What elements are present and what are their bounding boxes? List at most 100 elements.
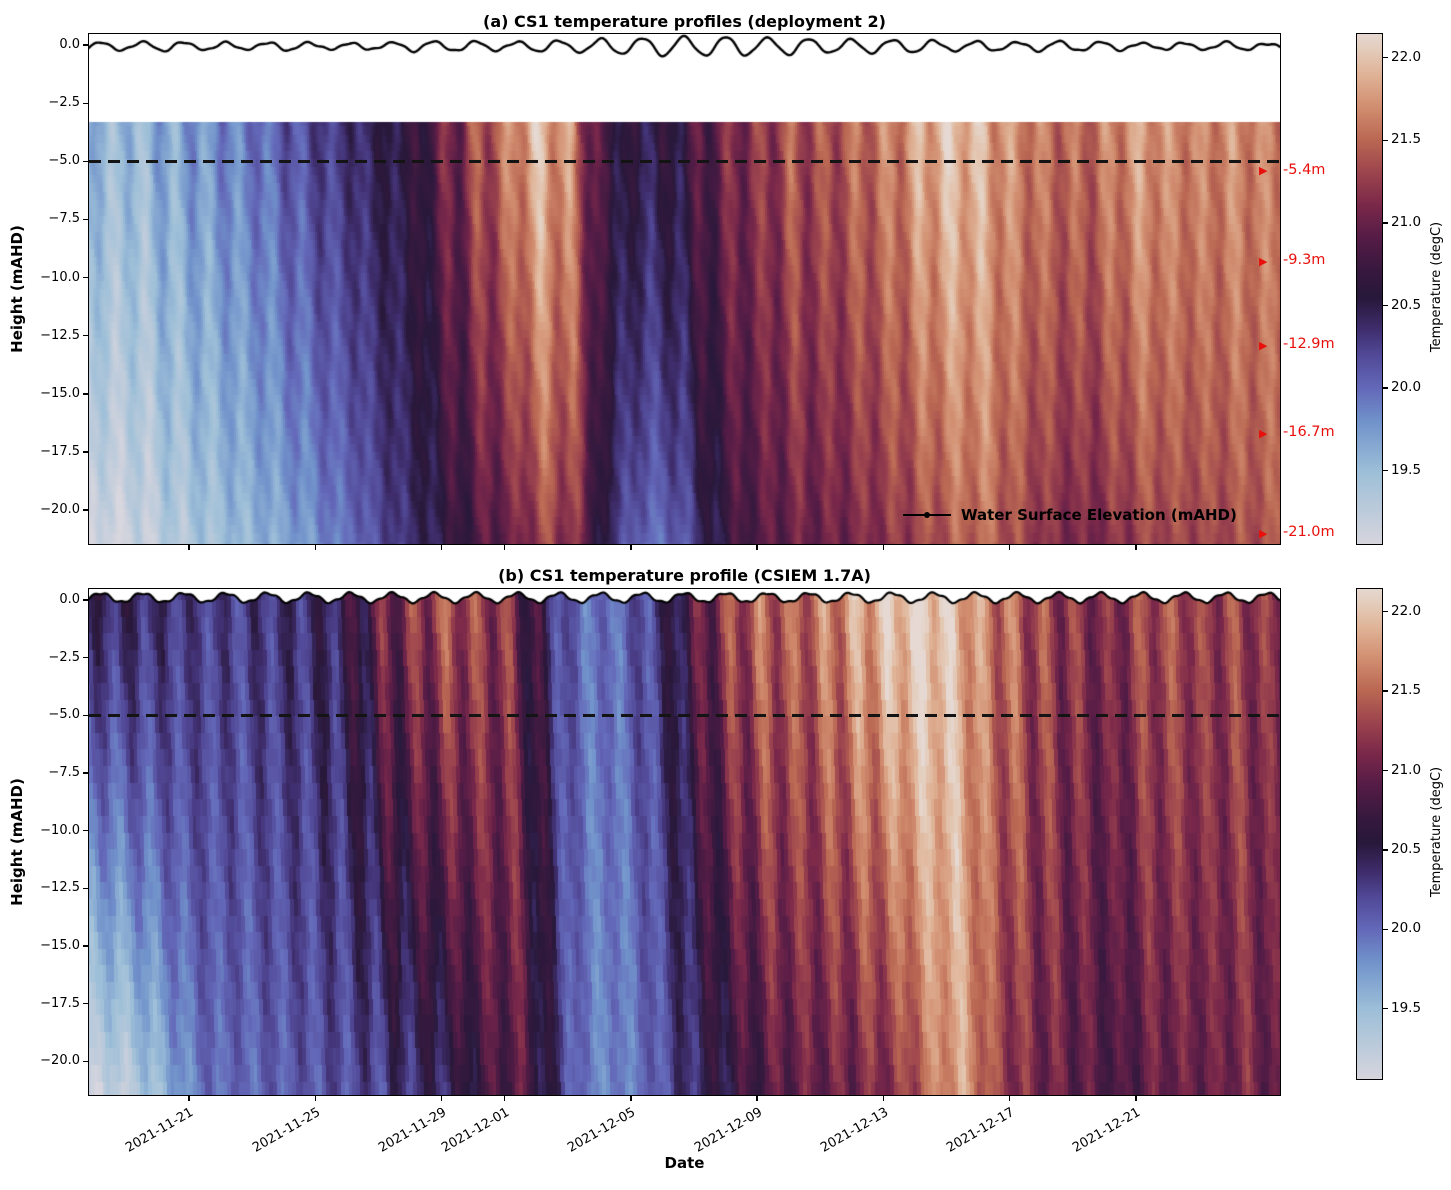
panel-b-xtick [1008, 1096, 1011, 1101]
panel-b-ytick-label: 0.0 [59, 591, 80, 607]
panel-b-ytick-label: −5.0 [48, 707, 80, 723]
panel-a-xtick [630, 545, 632, 550]
panel-a-ytick-label: −10.0 [40, 269, 80, 285]
panel-a-ytick [83, 509, 88, 511]
panel-b-ytick [83, 772, 88, 774]
panel-a-ytick-label: −2.5 [48, 95, 80, 111]
panel-b-ytick-label: −2.5 [48, 649, 80, 665]
colorbar-a-tick [1383, 139, 1388, 142]
panel-b-xtick [756, 1096, 758, 1101]
depth-marker-label: -16.7m [1283, 424, 1335, 441]
panel-b-ytick-label: −20.0 [40, 1053, 80, 1069]
panel-a-ytick-label: −12.5 [40, 327, 80, 343]
depth-marker-label: -12.9m [1283, 336, 1335, 353]
panel-a-ytick-label: −7.5 [48, 211, 80, 227]
x-tick-label: 2021-11-21 [123, 1105, 197, 1156]
panel-b-title: (b) CS1 temperature profile (CSIEM 1.7A) [498, 566, 871, 585]
panel-a-ytick [83, 218, 88, 221]
colorbar-b-label: Temperature (degC) [1429, 766, 1444, 898]
colorbar-b-tick-label: 21.5 [1391, 682, 1422, 699]
panel-b-ytick [83, 887, 88, 890]
panel-b-xtick [314, 1096, 316, 1101]
panel-a-xtick [1008, 545, 1011, 550]
depth-marker-label: -21.0m [1283, 524, 1335, 541]
panel-b-ytick [83, 714, 88, 717]
colorbar-b-tick [1383, 769, 1388, 772]
depth-marker-arrow-icon: ▶ [1259, 338, 1268, 352]
x-tick-label: 2021-11-29 [376, 1105, 449, 1156]
panel-a-legend: Water Surface Elevation (mAHD) [903, 506, 1237, 524]
panel-b-xtick [1135, 1096, 1137, 1101]
panel-b-ytick [83, 656, 88, 659]
depth-marker-label: -5.4m [1283, 161, 1326, 178]
panel-b-xtick [882, 1096, 885, 1101]
panel-a-ytick [83, 276, 88, 279]
panel-b-ytick-label: −15.0 [40, 938, 80, 954]
panel-b-xtick [440, 1096, 443, 1101]
panel-a-xtick [188, 545, 190, 550]
depth-marker-arrow-icon: ▶ [1259, 526, 1268, 540]
panel-a-xtick [1135, 545, 1137, 550]
colorbar-a-tick-label: 20.0 [1391, 379, 1422, 396]
colorbar-a-tick [1383, 222, 1388, 224]
x-tick-label: 2021-12-17 [944, 1105, 1018, 1156]
panel-b-xtick [188, 1096, 190, 1101]
panel-b-ytick [83, 1060, 88, 1063]
colorbar-a [1356, 33, 1383, 545]
panel-b-ytick [83, 599, 88, 601]
panel-b-ytick-label: −17.5 [40, 995, 80, 1011]
panel-a-ytick [83, 102, 88, 104]
panel-a-xtick [882, 545, 885, 550]
panel-a-ytick-label: −20.0 [40, 502, 80, 518]
panel-a-ytick [83, 393, 88, 395]
colorbar-b-tick [1383, 690, 1388, 692]
colorbar-b-tick-label: 20.5 [1391, 840, 1422, 857]
panel-b-ytick-label: −10.0 [40, 822, 80, 838]
panel-a-ytick-label: −5.0 [48, 153, 80, 169]
x-tick-label: 2021-12-21 [1070, 1105, 1144, 1156]
x-tick-label: 2021-12-05 [565, 1105, 639, 1156]
panel-a-xtick [314, 545, 316, 550]
panel-a-ytick [83, 335, 88, 337]
panel-a-xtick [440, 545, 443, 550]
panel-a-title: (a) CS1 temperature profiles (deployment… [483, 12, 886, 31]
colorbar-a-tick [1383, 57, 1388, 59]
colorbar-a-tick-label: 22.0 [1391, 48, 1422, 65]
colorbar-a-tick-label: 19.5 [1391, 461, 1422, 478]
panel-a-ytick-label: 0.0 [59, 37, 80, 53]
colorbar-b-tick [1383, 611, 1388, 613]
x-tick-label: 2021-11-25 [249, 1105, 323, 1156]
colorbar-a-tick-label: 20.5 [1391, 296, 1422, 313]
colorbar-a-tick-label: 21.5 [1391, 131, 1422, 148]
colorbar-a-tick [1383, 387, 1388, 389]
panel-b-xtick [630, 1096, 632, 1101]
panel-b-ytick [83, 829, 88, 832]
panel-b-heatmap [88, 588, 1281, 1096]
x-tick-label: 2021-12-13 [817, 1105, 891, 1156]
panel-a-xtick [503, 545, 506, 550]
depth-marker-arrow-icon: ▶ [1259, 254, 1268, 268]
panel-a-ytick [83, 44, 88, 46]
legend-line-marker [903, 511, 951, 518]
colorbar-b-tick [1383, 928, 1388, 930]
colorbar-a-tick [1383, 304, 1388, 307]
x-tick-label: 2021-12-01 [439, 1105, 513, 1156]
colorbar-a-label: Temperature (degC) [1429, 221, 1444, 353]
colorbar-b-tick [1383, 1007, 1388, 1010]
legend-label: Water Surface Elevation (mAHD) [961, 506, 1237, 524]
colorbar-a-tick [1383, 469, 1388, 472]
legend-dot-marker [924, 511, 930, 518]
x-tick-label: 2021-12-09 [691, 1105, 765, 1156]
panel-a-ytick [83, 160, 88, 163]
panel-b-ytick [83, 1003, 88, 1005]
colorbar-b-tick [1383, 849, 1388, 851]
colorbar-b-tick-label: 21.0 [1391, 761, 1422, 778]
panel-a-ytick-label: −17.5 [40, 443, 80, 459]
colorbar-b-tick-label: 20.0 [1391, 920, 1422, 937]
panel-a-xtick [756, 545, 758, 550]
panel-a-ytick [83, 451, 88, 453]
depth-marker-label: -9.3m [1283, 252, 1326, 269]
panel-b-ytick [83, 945, 88, 947]
panel-b-ytick-label: −7.5 [48, 765, 80, 781]
